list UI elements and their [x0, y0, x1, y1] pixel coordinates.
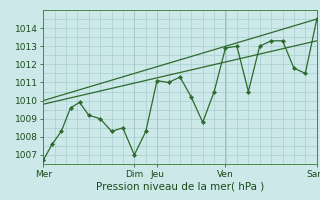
X-axis label: Pression niveau de la mer( hPa ): Pression niveau de la mer( hPa ) — [96, 181, 264, 191]
